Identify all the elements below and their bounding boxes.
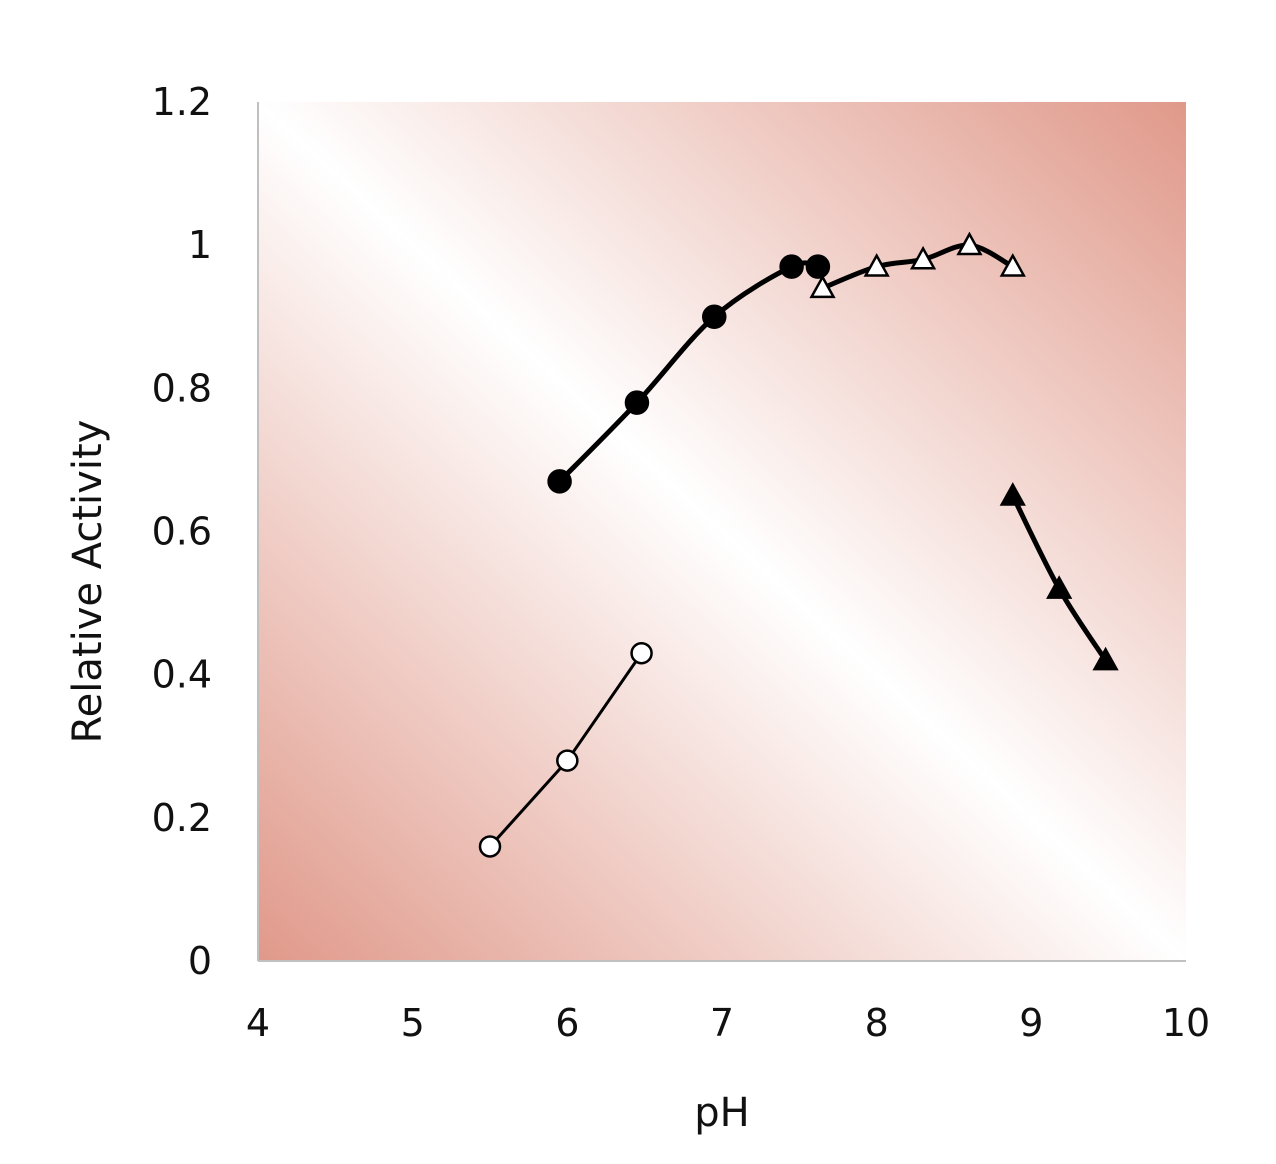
data-point-open-circle	[478, 835, 502, 858]
data-point-open-circle	[556, 749, 579, 772]
y-axis-title: Relative Activity	[65, 420, 111, 744]
data-point-filled-circle	[805, 254, 831, 279]
data-point-open-triangle	[809, 274, 836, 299]
data-point-open-triangle	[999, 253, 1026, 277]
y-tick-label: 0.8	[152, 366, 212, 410]
y-tick-label: 0.4	[152, 653, 212, 697]
data-point-open-triangle	[863, 253, 890, 277]
data-point-filled-triangle	[1092, 646, 1119, 671]
x-tick-label: 8	[865, 1001, 889, 1045]
axes	[257, 102, 1186, 962]
x-tick-label: 9	[1019, 1001, 1043, 1045]
y-tick-label: 0.2	[152, 796, 212, 840]
series-markers	[478, 231, 1119, 858]
y-tick-label: 1	[188, 223, 212, 267]
x-axis-title: pH	[694, 1090, 749, 1136]
x-tick-label: 6	[555, 1001, 579, 1045]
y-axis-tick-labels: 0 0.2 0.4 0.6 0.8 1 1.2	[152, 80, 212, 983]
data-point-filled-circle	[702, 304, 727, 329]
y-tick-label: 0.6	[152, 510, 212, 554]
x-tick-label: 4	[246, 1001, 270, 1045]
y-tick-label: 1.2	[152, 80, 212, 124]
data-point-filled-circle	[547, 469, 572, 494]
y-tick-label: 0	[188, 939, 212, 983]
data-point-open-circle	[630, 641, 653, 665]
data-point-open-triangle	[909, 245, 937, 270]
x-tick-label: 7	[710, 1001, 734, 1045]
data-point-filled-circle	[779, 254, 804, 279]
data-point-open-triangle	[956, 231, 983, 256]
data-point-filled-triangle	[999, 482, 1026, 506]
data-point-filled-triangle	[1046, 575, 1073, 599]
plot-area-background	[258, 102, 1186, 961]
data-point-filled-circle	[624, 390, 650, 415]
x-tick-label: 5	[401, 1001, 425, 1045]
x-tick-label: 10	[1162, 1001, 1210, 1045]
x-axis-tick-labels: 4 5 6 7 8 9 10	[246, 1001, 1210, 1045]
